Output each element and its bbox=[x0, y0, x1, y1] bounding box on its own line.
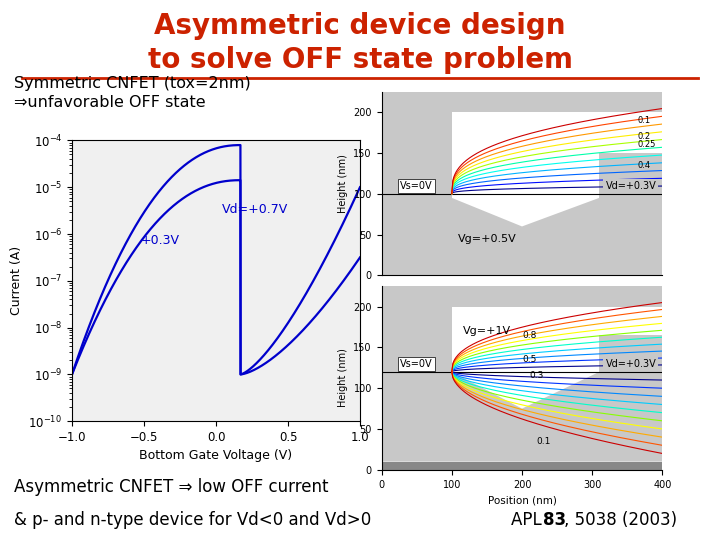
Bar bbox=[382, 286, 662, 307]
Bar bbox=[382, 112, 452, 198]
Text: 0.4: 0.4 bbox=[638, 161, 651, 170]
Text: Vd=+0.3V: Vd=+0.3V bbox=[606, 359, 656, 369]
Text: 0.8: 0.8 bbox=[522, 330, 536, 340]
Text: +0.3V: +0.3V bbox=[141, 234, 180, 247]
Text: 0.2: 0.2 bbox=[638, 132, 651, 141]
Y-axis label: Height (nm): Height (nm) bbox=[338, 154, 348, 213]
Text: APL: APL bbox=[511, 510, 547, 529]
Text: 0.1: 0.1 bbox=[536, 437, 550, 445]
Y-axis label: Height (nm): Height (nm) bbox=[338, 348, 348, 408]
Text: Vd=+0.7V: Vd=+0.7V bbox=[222, 204, 288, 217]
Bar bbox=[599, 335, 662, 372]
Polygon shape bbox=[382, 372, 662, 462]
Bar bbox=[599, 153, 662, 198]
Text: 0.1: 0.1 bbox=[638, 116, 651, 125]
X-axis label: Bottom Gate Voltage (V): Bottom Gate Voltage (V) bbox=[140, 449, 292, 462]
Y-axis label: Current (A): Current (A) bbox=[10, 246, 23, 315]
Bar bbox=[382, 307, 452, 372]
Text: Symmetric CNFET (tox=2nm)
⇒unfavorable OFF state: Symmetric CNFET (tox=2nm) ⇒unfavorable O… bbox=[14, 76, 251, 110]
Text: Asymmetric device design
to solve OFF state problem: Asymmetric device design to solve OFF st… bbox=[148, 12, 572, 73]
Text: , 5038 (2003): , 5038 (2003) bbox=[564, 510, 678, 529]
Text: Vs=0V: Vs=0V bbox=[400, 359, 433, 369]
Text: Asymmetric CNFET ⇒ low OFF current: Asymmetric CNFET ⇒ low OFF current bbox=[14, 478, 329, 496]
Text: Vg=+1V: Vg=+1V bbox=[463, 326, 511, 336]
Text: 0.3: 0.3 bbox=[529, 372, 544, 381]
Text: 0.5: 0.5 bbox=[522, 355, 536, 364]
Text: 0.25: 0.25 bbox=[638, 140, 656, 150]
Text: Vs=0V: Vs=0V bbox=[400, 181, 433, 191]
Polygon shape bbox=[382, 198, 662, 275]
X-axis label: Position (nm): Position (nm) bbox=[487, 495, 557, 505]
Text: & p- and n-type device for Vd<0 and Vd>0: & p- and n-type device for Vd<0 and Vd>0 bbox=[14, 510, 372, 529]
Text: Vg=+0.5V: Vg=+0.5V bbox=[457, 234, 516, 244]
Bar bbox=[382, 92, 662, 112]
Bar bbox=[382, 462, 662, 470]
Text: 83: 83 bbox=[543, 510, 566, 529]
Text: Vd=+0.3V: Vd=+0.3V bbox=[606, 181, 656, 191]
